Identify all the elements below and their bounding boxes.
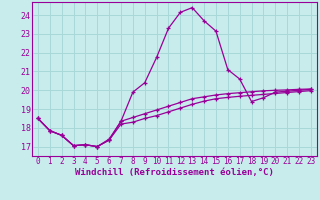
X-axis label: Windchill (Refroidissement éolien,°C): Windchill (Refroidissement éolien,°C) xyxy=(75,168,274,177)
